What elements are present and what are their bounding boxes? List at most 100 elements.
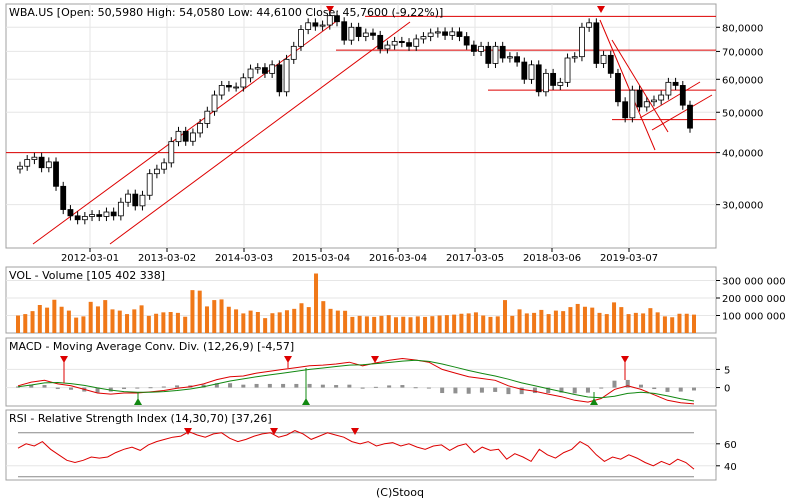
candle-body [478, 45, 484, 52]
candle [103, 207, 110, 222]
macd-histogram-bar [55, 387, 60, 390]
candle [334, 11, 340, 27]
candle-body [636, 89, 643, 108]
volume-bar [393, 317, 398, 333]
price-x-tick-label: 2013-03-02 [138, 253, 196, 264]
macd-histogram-bar [347, 384, 352, 388]
candle-body [190, 132, 196, 142]
volume-bar [284, 310, 289, 333]
candle-body [651, 99, 657, 103]
candle-body [442, 31, 448, 36]
candle [204, 106, 211, 129]
candle [305, 18, 312, 35]
macd-histogram-bar [625, 379, 630, 388]
rsi-y-tick-label: 60 [724, 440, 737, 451]
macd-histogram-bar [585, 387, 590, 393]
macd-histogram-bar [440, 387, 445, 394]
candle-body [24, 159, 31, 167]
peak-marker-icon [326, 6, 334, 13]
candle-body [506, 56, 513, 59]
candle-body [254, 67, 261, 70]
overbought-marker-icon [270, 428, 278, 435]
candle-body [413, 38, 420, 47]
candle-body [175, 130, 182, 143]
candle [81, 212, 88, 225]
candle-body [665, 81, 672, 96]
candle [456, 27, 463, 42]
volume-bar [677, 313, 682, 333]
candle-body [607, 54, 614, 74]
candle [153, 164, 160, 179]
candle [276, 60, 283, 97]
candle [499, 41, 506, 63]
volume-bar [328, 308, 333, 333]
macd-histogram-bar [638, 384, 643, 388]
candle-body [499, 45, 506, 59]
candle-body [398, 40, 405, 44]
volume-bar [466, 313, 471, 333]
macd-signal-markers [60, 356, 629, 405]
candle-body [334, 15, 340, 23]
trend-line [109, 21, 411, 245]
candle-body [377, 34, 384, 50]
macd-histogram-bar [16, 386, 20, 388]
candle [17, 161, 23, 174]
volume-bar [546, 314, 551, 333]
candle [298, 25, 304, 51]
candle [564, 53, 571, 87]
candle-body [326, 15, 333, 26]
candle [31, 152, 38, 165]
candle [341, 17, 348, 45]
candle [132, 189, 139, 211]
candle-body [355, 26, 362, 37]
candle [240, 73, 247, 92]
volume-bar [59, 306, 64, 333]
candle-body [276, 64, 283, 93]
macd-histogram-bar [241, 384, 246, 388]
macd-histogram-bar [267, 383, 272, 388]
macd-histogram-bar [334, 385, 339, 388]
candle-body [593, 22, 600, 64]
candle-body [45, 161, 52, 169]
candle-body [226, 85, 232, 88]
volume-bar [292, 308, 297, 333]
volume-bar [219, 299, 224, 333]
macd-histogram-bar [413, 387, 418, 389]
volume-bar [321, 301, 326, 333]
price-y-tick-label: 70,0000 [722, 47, 763, 58]
candle [391, 36, 398, 50]
volume-bar [168, 312, 173, 333]
candle-body [672, 81, 679, 86]
candle-body [96, 214, 103, 217]
volume-bar [255, 312, 260, 333]
volume-bar [335, 310, 340, 333]
candle-body [470, 44, 477, 52]
candle [24, 155, 31, 171]
candle [168, 137, 175, 168]
candle [636, 85, 643, 112]
price-x-tick-label: 2019-03-07 [600, 253, 658, 264]
candle-body [543, 72, 549, 93]
candle-body [434, 31, 441, 34]
candle-body [298, 29, 304, 47]
candle [319, 20, 326, 31]
price-level-lines [6, 15, 716, 154]
candle [557, 77, 564, 91]
candle [521, 57, 528, 84]
candle-body [384, 44, 391, 50]
price-x-tick-label: 2017-03-05 [446, 253, 504, 264]
candle-body [110, 211, 117, 217]
rsi-grid [6, 432, 716, 478]
candle-body [204, 110, 211, 124]
macd-histogram-bar [652, 387, 657, 390]
macd-histogram-bar [228, 383, 233, 388]
price-x-tick-label: 2014-03-03 [215, 253, 273, 264]
candle-body [67, 209, 74, 217]
macd-histogram-bar [373, 386, 378, 388]
candle-body [643, 101, 650, 108]
volume-bar [604, 314, 609, 333]
candle-body [139, 194, 146, 207]
volume-bar [517, 309, 522, 333]
candle [463, 32, 470, 50]
